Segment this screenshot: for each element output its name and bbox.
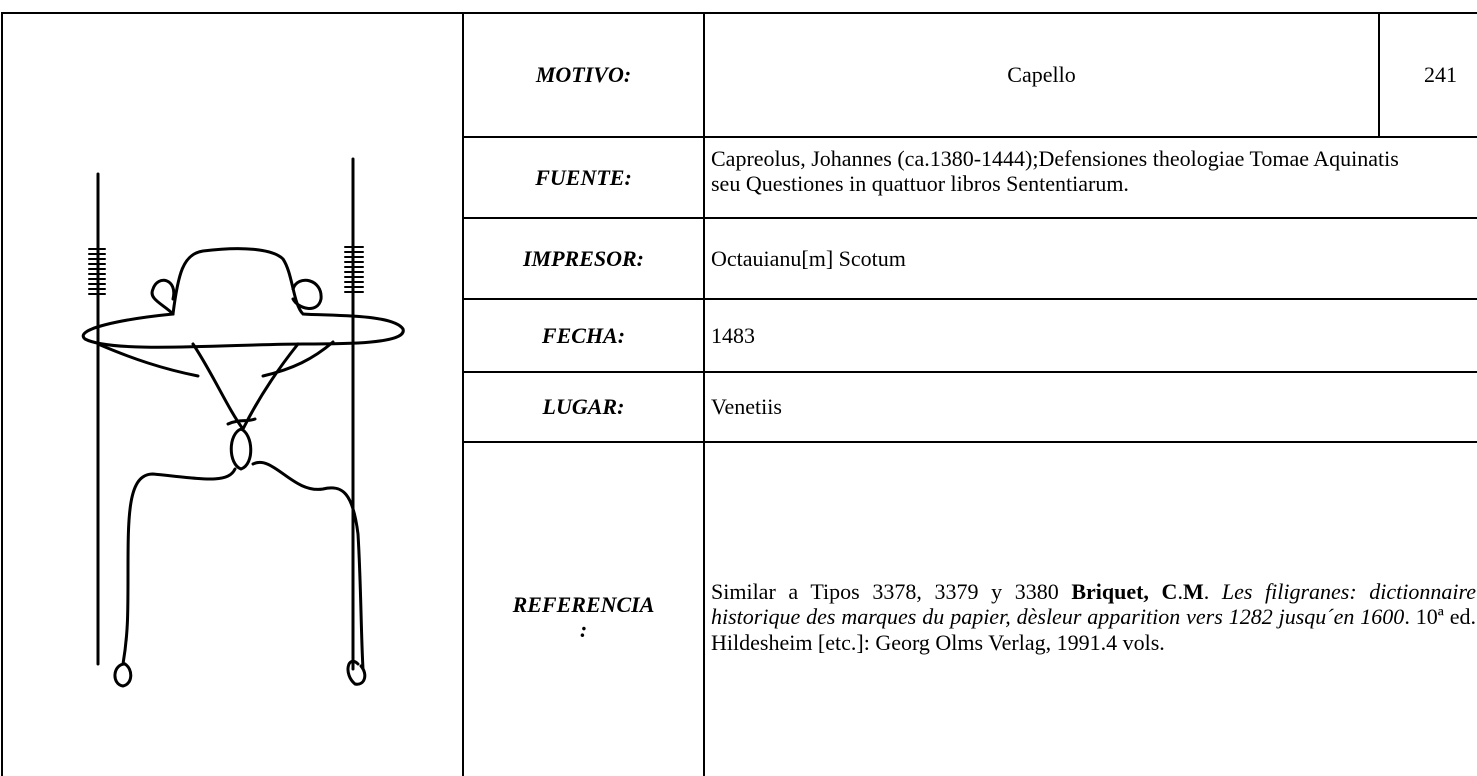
label: FECHA: <box>462 298 705 373</box>
label: REFERENCIA : <box>462 441 705 776</box>
watermark-drawing <box>81 157 405 688</box>
reference-segment: . <box>1203 579 1222 605</box>
value: Venetiis <box>703 371 1477 443</box>
reference-segment: . 10ª ed. Hildesheim [etc.]: Georg Olms … <box>711 604 1476 655</box>
record-table: MOTIVO: Capello 241 FUENTE: Capreolus, J… <box>1 12 1477 776</box>
reference-segment: Les filigranes: dictionnaire historique … <box>711 579 1477 630</box>
label: MOTIVO: <box>462 12 705 138</box>
value: Octauianu[m] Scotum <box>703 217 1477 300</box>
image-cell <box>1 12 464 776</box>
reference-segment: Briquet, C <box>1071 579 1178 605</box>
label: IMPRESOR: <box>462 217 705 300</box>
value: Capello <box>703 12 1380 138</box>
label-line: REFERENCIA <box>512 591 655 617</box>
reference-segment: M <box>1182 579 1204 605</box>
value: 1483 <box>703 298 1477 373</box>
reference-text: Similar a Tipos 3378, 3379 y 3380 Brique… <box>711 579 1476 655</box>
reference-segment: . <box>1177 579 1183 605</box>
label-line: : <box>579 617 588 642</box>
label: LUGAR: <box>462 371 705 443</box>
reference-segment: Similar a Tipos 3378, 3379 y 3380 <box>711 579 1072 605</box>
value: Capreolus, Johannes (ca.1380-1444);Defen… <box>703 136 1477 219</box>
label: FUENTE: <box>462 136 705 219</box>
number: 241 <box>1378 12 1477 138</box>
value: Similar a Tipos 3378, 3379 y 3380 Brique… <box>703 441 1477 776</box>
